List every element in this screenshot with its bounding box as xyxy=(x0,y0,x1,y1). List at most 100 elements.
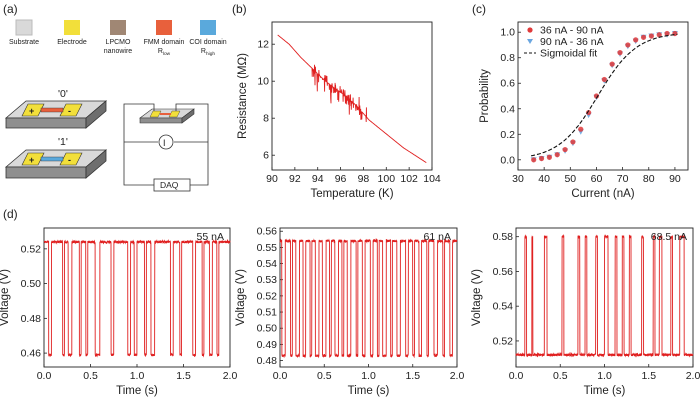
x-axis-label: Time (s) xyxy=(348,385,390,397)
legend-subscript-coi-domain: high xyxy=(206,51,215,57)
minus-icon: - xyxy=(68,155,71,165)
panel-label-d: (d) xyxy=(3,207,18,221)
sigmoidal-fit-line xyxy=(531,33,678,157)
schematic-legend: Substrate Electrode LPCMO nanowire FMM domai… xyxy=(9,19,227,57)
x-tick-label: 2.0 xyxy=(686,370,700,382)
device-state-0: + - xyxy=(4,100,108,129)
y-tick-label: 0.50 xyxy=(257,323,278,335)
x-tick-label: 0.0 xyxy=(509,370,524,382)
x-tick-label: 80 xyxy=(643,173,655,185)
x-tick-label: 60 xyxy=(591,173,603,185)
state-0-label: '0' xyxy=(58,88,68,100)
y-tick-label: 0.55 xyxy=(257,242,278,254)
point-36-to-90 xyxy=(538,155,545,162)
point-36-to-90 xyxy=(625,42,631,48)
plot-frame xyxy=(279,227,458,368)
x-tick-label: 70 xyxy=(617,173,629,185)
y-tick-label: 0.56 xyxy=(493,266,514,278)
x-tick-label: 94 xyxy=(312,173,324,185)
x-tick-label: 1.5 xyxy=(641,370,656,382)
x-tick-label: 2.0 xyxy=(223,370,238,382)
y-tick-label: 0.48 xyxy=(21,313,42,325)
voltage-trace xyxy=(43,238,231,358)
point-36-to-90 xyxy=(593,93,600,99)
legend-label-substrate: Substrate xyxy=(9,39,39,46)
legend-marker-90-to-36 xyxy=(527,39,533,44)
x-axis-label: Time (s) xyxy=(116,385,158,397)
y-tick-label: 0.0 xyxy=(500,154,515,166)
y-tick-label: 0.51 xyxy=(257,307,278,319)
x-tick-label: 90 xyxy=(669,173,681,185)
plus-icon: + xyxy=(29,155,34,165)
point-36-to-90 xyxy=(640,34,647,40)
y-tick-label: 8 xyxy=(263,113,269,125)
current-annotation: 61 nA xyxy=(424,231,451,243)
y-tick-label: 0.58 xyxy=(493,231,514,243)
point-36-to-90 xyxy=(656,32,662,38)
x-tick-label: 50 xyxy=(564,173,576,185)
y-tick-label: 0.50 xyxy=(21,278,42,290)
y-tick-label: 0.48 xyxy=(257,355,278,367)
y-tick-label: 0.6 xyxy=(500,78,515,90)
device-state-1: + - xyxy=(4,149,108,179)
x-axis-label: Current (nA) xyxy=(571,188,634,200)
legend-swatch-substrate xyxy=(15,19,33,36)
y-axis-label: Voltage (V) xyxy=(235,269,247,326)
chart-resistance-vs-temperature: 90 92 94 96 98 100 102 104 6 8 10 12 Temperature (K)… xyxy=(237,21,441,200)
legend-label-lpcmo: LPCMO xyxy=(106,39,131,46)
point-36-to-90 xyxy=(546,154,552,160)
y-tick-label: 0.4 xyxy=(500,103,515,115)
point-36-to-90 xyxy=(664,30,670,37)
current-source-icon: I xyxy=(163,138,166,148)
state-1-label: '1' xyxy=(58,136,68,148)
point-36-to-90 xyxy=(609,61,615,67)
point-36-to-90 xyxy=(601,76,607,83)
legend-label-fmm-domain: FMM domain xyxy=(144,39,185,46)
x-tick-label: 1.0 xyxy=(597,370,612,382)
daq-label: DAQ xyxy=(160,180,179,190)
y-tick-label: 0.56 xyxy=(257,226,278,238)
y-tick-label: 12 xyxy=(257,39,269,51)
x-tick-label: 98 xyxy=(358,173,370,185)
current-annotation: 68.5 nA xyxy=(651,231,687,243)
chart-voltage-68-5na: 0.0 0.5 1.0 1.5 2.0 0.52 0.54 0.56 0.58 Time (s) V… xyxy=(471,227,700,397)
x-tick-label: 102 xyxy=(400,173,418,185)
x-axis-label: Time (s) xyxy=(584,385,626,397)
x-tick-label: 0.5 xyxy=(553,370,568,382)
point-36-to-90 xyxy=(617,50,623,56)
legend-label-fit: Sigmoidal fit xyxy=(540,48,597,60)
legend-swatch-electrode xyxy=(64,20,80,35)
x-tick-label: 1.0 xyxy=(361,370,376,382)
point-36-to-90 xyxy=(648,33,654,39)
legend-subscript-fmm-domain: low xyxy=(163,51,171,57)
x-tick-label: 96 xyxy=(335,173,347,185)
y-axis-label: Voltage (V) xyxy=(0,269,11,326)
legend-sublabel-fmm-domain: Rlow xyxy=(158,48,171,57)
minus-icon: - xyxy=(68,106,71,116)
y-tick-label: 0.52 xyxy=(21,243,42,255)
point-36-to-90 xyxy=(531,157,537,163)
plus-icon: + xyxy=(29,106,34,116)
x-tick-label: 0.0 xyxy=(273,370,288,382)
legend-label-coi-domain: COI domain xyxy=(189,39,226,46)
panel-label-a: (a) xyxy=(3,2,18,16)
x-tick-label: 30 xyxy=(512,173,524,185)
legend-label-electrode: Electrode xyxy=(57,39,87,46)
voltage-trace xyxy=(515,233,694,358)
y-tick-label: 0.2 xyxy=(500,129,515,141)
y-tick-label: 0.54 xyxy=(493,301,514,313)
chart-probability-vs-current: 30 40 50 60 70 80 90 0.0 0.2 0.4 0.6 0.8 1.0 Current … xyxy=(479,21,689,200)
legend-marker-36-to-90 xyxy=(527,27,533,33)
y-axis-label: Resistance (MΩ) xyxy=(237,53,249,139)
point-36-to-90 xyxy=(562,146,568,153)
y-tick-label: 10 xyxy=(257,76,269,88)
y-axis-label: Probability xyxy=(479,69,491,123)
voltage-trace xyxy=(279,237,458,359)
y-tick-label: 1.0 xyxy=(500,27,515,39)
chart-voltage-61na: 0.0 0.5 1.0 1.5 2.0 0.48 0.49 0.50 0.51 0.52 0.53 0… xyxy=(235,226,464,397)
y-tick-label: 6 xyxy=(263,150,269,162)
current-annotation: 55 nA xyxy=(197,231,224,243)
legend-swatch-coi-domain xyxy=(200,20,216,35)
x-tick-label: 0.0 xyxy=(37,370,52,382)
